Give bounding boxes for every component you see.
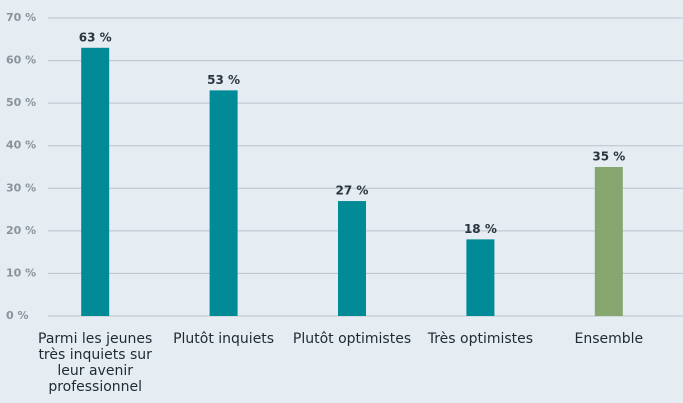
y-tick-label: 30 % xyxy=(6,181,36,194)
x-tick-label: Plutôt optimistes xyxy=(292,331,412,347)
value-label: 35 % xyxy=(592,150,625,164)
value-label: 27 % xyxy=(336,184,369,198)
x-tick-label: Ensemble xyxy=(574,331,644,347)
bar xyxy=(594,167,623,316)
y-tick-label: 20 % xyxy=(6,224,36,237)
y-tick-label: 70 % xyxy=(6,11,36,24)
y-tick-label: 0 % xyxy=(6,309,29,322)
value-label: 18 % xyxy=(464,222,497,236)
x-tick-label: Plutôt inquiets xyxy=(173,331,275,347)
bar xyxy=(466,239,495,316)
value-label: 63 % xyxy=(79,30,112,44)
y-tick-label: 10 % xyxy=(6,266,36,279)
bar xyxy=(81,47,110,317)
value-label: 53 % xyxy=(207,73,240,87)
y-tick-label: 50 % xyxy=(6,96,36,109)
bar xyxy=(209,90,238,316)
x-tick-label: Très optimistes xyxy=(427,331,534,347)
y-tick-label: 40 % xyxy=(6,139,36,152)
y-tick-label: 60 % xyxy=(6,54,36,67)
x-tick-label: Parmi les jeunes très inquiets sur leur … xyxy=(38,331,153,395)
bar xyxy=(338,201,366,316)
